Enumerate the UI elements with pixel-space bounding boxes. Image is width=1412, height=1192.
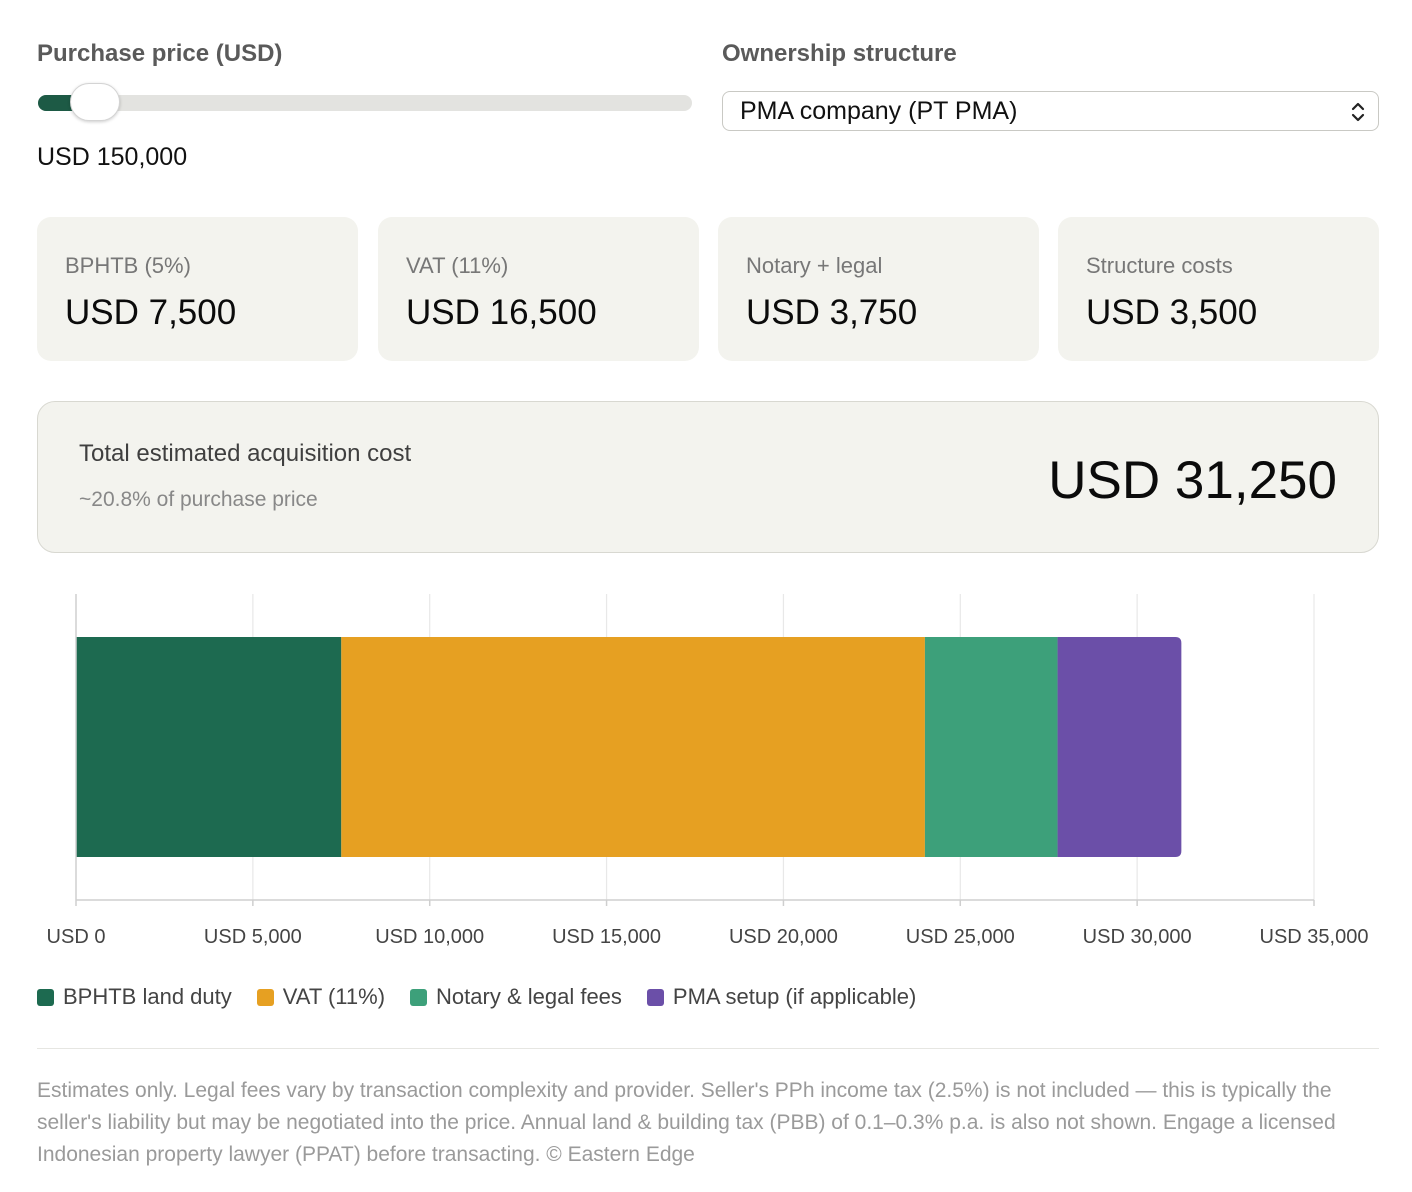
- legend-swatch: [646, 988, 664, 1006]
- cost-breakdown-chart: USD 0 USD 5,000 USD 10,000 USD 15,000 USD 20…: [47, 594, 1369, 948]
- x-tick-label: USD 30,000: [1083, 926, 1192, 948]
- legend-item: PMA setup (if applicable): [646, 984, 917, 1010]
- x-tick-label: USD 25,000: [906, 926, 1015, 948]
- legend-item: BPHTB land duty: [37, 984, 232, 1010]
- card-title: Structure costs: [1086, 253, 1233, 278]
- total-cost-panel: Total estimated acquisition cost ~20.8% …: [37, 401, 1379, 553]
- x-tick-label: USD 5,000: [204, 926, 302, 948]
- card-value: USD 7,500: [65, 293, 237, 332]
- purchase-price-slider[interactable]: [38, 83, 692, 121]
- card-title: Notary + legal: [746, 253, 883, 278]
- legend-label: BPHTB land duty: [63, 984, 232, 1009]
- x-tick-label: USD 0: [47, 926, 106, 948]
- vat-card: VAT (11%) USD 16,500: [378, 217, 699, 361]
- divider: [37, 1048, 1379, 1049]
- structure-costs-card: Structure costs USD 3,500: [1058, 217, 1379, 361]
- x-tick-label: USD 20,000: [729, 926, 838, 948]
- legend-swatch: [410, 988, 428, 1006]
- x-tick-label: USD 35,000: [1260, 926, 1369, 948]
- ownership-structure-select[interactable]: PMA company (PT PMA): [722, 91, 1379, 131]
- card-title: VAT (11%): [406, 253, 509, 278]
- card-value: USD 3,750: [746, 293, 918, 332]
- chevron-up-down-icon: [1351, 102, 1365, 122]
- total-title: Total estimated acquisition cost: [79, 440, 412, 467]
- x-tick-label: USD 15,000: [552, 926, 661, 948]
- purchase-price-label: Purchase price (USD): [37, 40, 283, 67]
- bar-segment: [341, 637, 925, 857]
- legend-swatch: [37, 988, 54, 1006]
- chart-legend: BPHTB land duty VAT (11%) Notary & legal f…: [37, 984, 916, 1010]
- slider-thumb[interactable]: [70, 83, 121, 121]
- total-value: USD 31,250: [1048, 451, 1337, 510]
- legend-label: PMA setup (if applicable): [672, 984, 917, 1009]
- notary-legal-card: Notary + legal USD 3,750: [718, 217, 1039, 361]
- x-tick-label: USD 10,000: [375, 926, 484, 948]
- legend-swatch: [256, 988, 274, 1006]
- legend-item: Notary & legal fees: [410, 984, 622, 1010]
- disclaimer-text: Estimates only. Legal fees vary by trans…: [37, 1079, 1336, 1166]
- purchase-price-value: USD 150,000: [37, 143, 188, 171]
- card-value: USD 16,500: [406, 293, 597, 332]
- bar-segment: [1057, 637, 1182, 857]
- legend-item: VAT (11%): [256, 984, 386, 1010]
- card-value: USD 3,500: [1086, 293, 1258, 332]
- total-subtitle: ~20.8% of purchase price: [79, 488, 318, 511]
- bar-segment: [76, 637, 342, 857]
- ownership-selected-value: PMA company (PT PMA): [740, 96, 1018, 125]
- ownership-structure-label: Ownership structure: [722, 40, 957, 67]
- bphtb-card: BPHTB (5%) USD 7,500: [37, 217, 358, 361]
- legend-label: Notary & legal fees: [436, 984, 622, 1009]
- legend-label: VAT (11%): [282, 984, 386, 1009]
- card-title: BPHTB (5%): [65, 253, 191, 278]
- bar-segment: [924, 637, 1058, 857]
